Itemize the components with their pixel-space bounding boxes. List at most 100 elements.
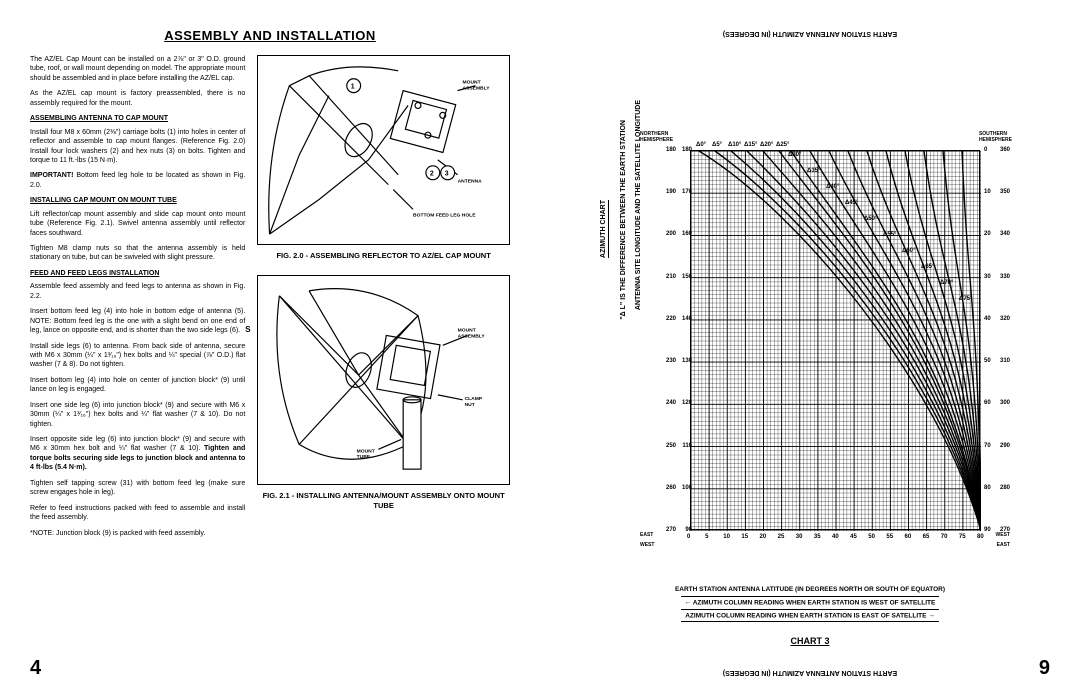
y-tick: 220 — [666, 316, 676, 322]
curve-label: Δ65° — [921, 264, 934, 270]
x-axis-l2: AZIMUTH COLUMN READING WHEN EARTH STATIO… — [693, 600, 936, 607]
west-label: WEST — [640, 542, 654, 548]
x-tick: 10 — [723, 534, 730, 540]
y-tick: 340 — [1000, 231, 1010, 237]
diag-label: MOUNTASSEMBLY — [463, 80, 491, 92]
text-column: The AZ/EL Cap Mount can be installed on … — [30, 55, 245, 544]
y-tick: 270 — [666, 527, 676, 533]
para: IMPORTANT! Bottom feed leg hole to be lo… — [30, 171, 245, 190]
y-tick: 20 — [984, 231, 991, 237]
y-tick: 50 — [984, 358, 991, 364]
northern-label: NORTHERNHEMISPHERE — [640, 132, 673, 143]
para: Lift reflector/cap mount assembly and sl… — [30, 210, 245, 238]
y-tick: 330 — [1000, 274, 1010, 280]
x-tick: 25 — [778, 534, 785, 540]
top-flipped-label: EARTH STATION ANTENNA AZIMUTH (IN DEGREE… — [723, 30, 897, 37]
para: Insert opposite side leg (6) into juncti… — [30, 435, 245, 473]
curve-label: Δ70° — [940, 280, 953, 286]
para: Refer to feed instructions packed with f… — [30, 504, 245, 523]
azimuth-chart: NORTHERNHEMISPHERE SOUTHERNHEMISPHERE — [670, 90, 1000, 570]
curve-label: Δ35° — [807, 168, 820, 174]
y-tick: 260 — [666, 485, 676, 491]
y-tick: 160 — [682, 231, 692, 237]
para: The AZ/EL Cap Mount can be installed on … — [30, 55, 245, 83]
chart3-label: CHART 3 — [790, 636, 829, 646]
y-tick: 90 — [685, 527, 692, 533]
chart-grid — [690, 150, 980, 530]
east-label-r: EAST — [997, 542, 1010, 548]
content-row: The AZ/EL Cap Mount can be installed on … — [30, 55, 510, 544]
y-tick: 180 — [666, 147, 676, 153]
x-tick: 75 — [959, 534, 966, 540]
x-axis-labels: EARTH STATION ANTENNA LATITUDE (IN DEGRE… — [540, 585, 1080, 622]
curve-label: Δ50° — [864, 216, 877, 222]
y-tick: 100 — [682, 485, 692, 491]
curve-label: Δ40° — [826, 184, 839, 190]
page-number-left: 4 — [30, 657, 41, 680]
para: Insert one side leg (6) into junction bl… — [30, 401, 245, 429]
x-tick: 60 — [905, 534, 912, 540]
azimuth-chart-label: AZIMUTH CHART — [600, 200, 607, 258]
y-tick: 140 — [682, 316, 692, 322]
figure-caption: FIG. 2.0 - ASSEMBLING REFLECTOR TO AZ/EL… — [276, 251, 490, 261]
curve-label: Δ30° — [788, 152, 801, 158]
figure-2-1: MOUNTASSEMBLY CLAMPNUT MOUNTTUBE — [257, 275, 510, 485]
heading: ASSEMBLING ANTENNA TO CAP MOUNT — [30, 114, 245, 123]
page-title: ASSEMBLY AND INSTALLATION — [30, 28, 510, 43]
para: Tighten M8 clamp nuts so that the antenn… — [30, 244, 245, 263]
x-tick: 45 — [850, 534, 857, 540]
y-tick: 190 — [666, 189, 676, 195]
svg-text:CLAMPNUT: CLAMPNUT — [465, 396, 483, 408]
curve-label: Δ60° — [902, 248, 915, 254]
x-axis-l3: AZIMUTH COLUMN READING WHEN EARTH STATIO… — [685, 612, 926, 619]
delta-l-label: "Δ L" IS THE DIFFERENCE BETWEEN THE EART… — [620, 120, 627, 320]
curve-label: Δ0° — [696, 142, 706, 148]
curve-label: Δ55° — [883, 232, 896, 238]
svg-text:MOUNTASSEMBLY: MOUNTASSEMBLY — [458, 327, 486, 339]
para: As the AZ/EL cap mount is factory preass… — [30, 89, 245, 108]
svg-text:2: 2 — [430, 171, 434, 178]
y-tick: 40 — [984, 316, 991, 322]
curve-label: Δ75° — [959, 296, 972, 302]
page-right: EARTH STATION ANTENNA AZIMUTH (IN DEGREE… — [540, 0, 1080, 698]
para: Assemble feed assembly and feed legs to … — [30, 282, 245, 301]
x-axis-l1: EARTH STATION ANTENNA LATITUDE (IN DEGRE… — [540, 585, 1080, 594]
x-tick: 5 — [705, 534, 708, 540]
y-tick: 120 — [682, 400, 692, 406]
figure-2-0: 1 2 3 MOUNTASSEMBLY ANTENNA BOTTOM FEED … — [257, 55, 510, 245]
svg-text:ANTENNA: ANTENNA — [458, 179, 483, 185]
x-tick: 55 — [886, 534, 893, 540]
y-tick: 280 — [1000, 485, 1010, 491]
para: Insert bottom feed leg (4) into hole in … — [30, 307, 245, 335]
y-tick: 230 — [666, 358, 676, 364]
y-tick: 240 — [666, 400, 676, 406]
y-tick: 170 — [682, 189, 692, 195]
x-tick: 65 — [923, 534, 930, 540]
east-label: EAST — [640, 532, 653, 538]
y-tick: 290 — [1000, 443, 1010, 449]
para: Install side legs (6) to antenna. From b… — [30, 342, 245, 370]
curve-label: Δ20° — [760, 142, 773, 148]
svg-text:1: 1 — [351, 84, 355, 91]
note: *NOTE: Junction block (9) is packed with… — [30, 529, 245, 538]
x-tick: 40 — [832, 534, 839, 540]
curve-label: Δ10° — [728, 142, 741, 148]
y-tick: 150 — [682, 274, 692, 280]
curve-label: Δ15° — [744, 142, 757, 148]
x-tick: 80 — [977, 534, 984, 540]
y-tick: 0 — [984, 147, 987, 153]
x-tick: 70 — [941, 534, 948, 540]
curve-label: Δ45° — [845, 200, 858, 206]
figure-column: 1 2 3 MOUNTASSEMBLY ANTENNA BOTTOM FEED … — [257, 55, 510, 544]
svg-text:3: 3 — [445, 171, 449, 178]
y-tick: 360 — [1000, 147, 1010, 153]
y-tick: 310 — [1000, 358, 1010, 364]
y-tick: 320 — [1000, 316, 1010, 322]
svg-text:BOTTOM FEED LEG HOLE: BOTTOM FEED LEG HOLE — [413, 212, 476, 218]
y-tick: 210 — [666, 274, 676, 280]
y-tick: 110 — [682, 443, 692, 449]
y-tick: 60 — [984, 400, 991, 406]
y-tick: 70 — [984, 443, 991, 449]
heading: FEED AND FEED LEGS INSTALLATION — [30, 269, 245, 278]
page-number-right: 9 — [1039, 657, 1050, 680]
